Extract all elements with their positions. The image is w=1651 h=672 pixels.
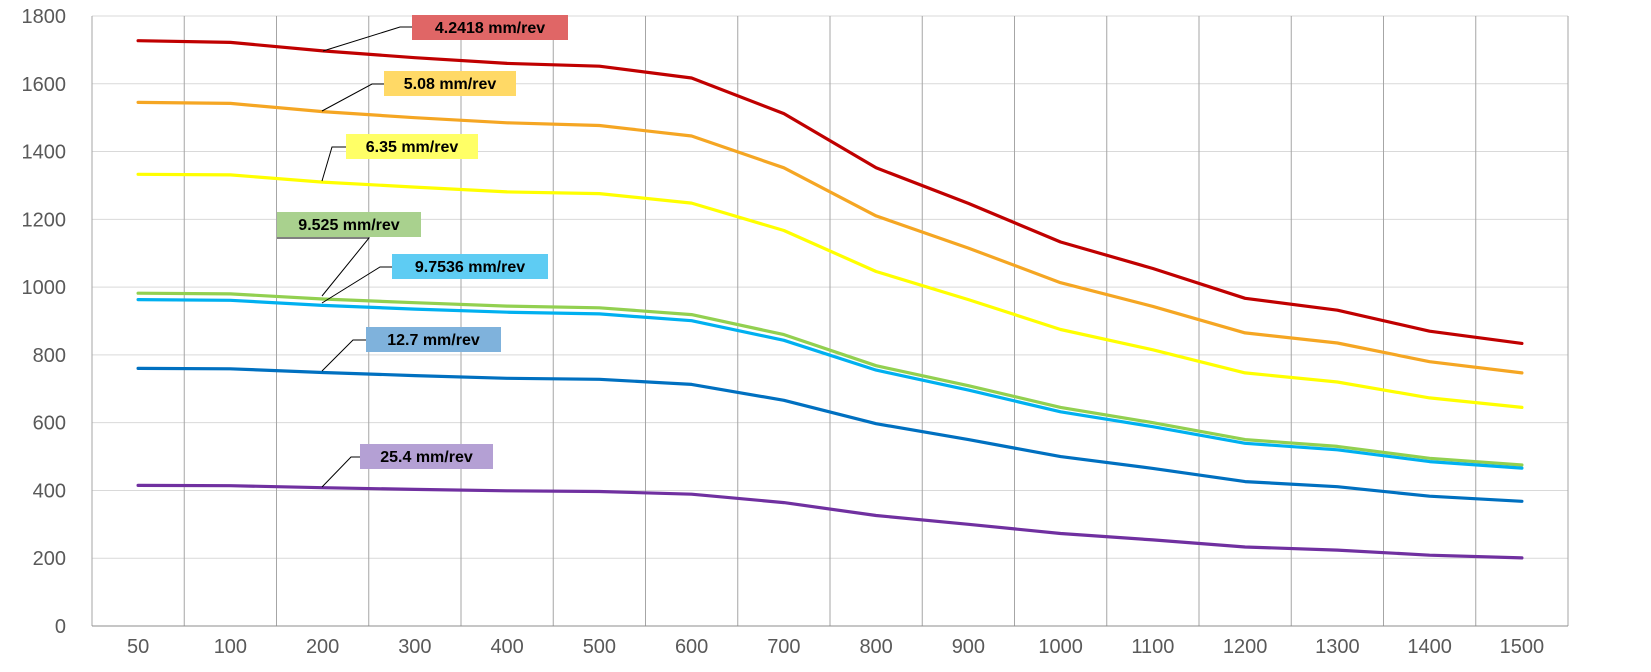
series-line-0 xyxy=(136,39,1524,345)
series-label: 12.7 mm/rev xyxy=(387,332,480,349)
series-label: 6.35 mm/rev xyxy=(366,139,459,156)
series-line-5 xyxy=(136,366,1524,503)
series-label-box xyxy=(360,444,493,469)
series-label-box xyxy=(412,15,568,40)
series-label: 4.2418 mm/rev xyxy=(435,20,545,37)
x-tick-label: 400 xyxy=(490,636,523,658)
leader-line xyxy=(321,339,366,372)
series-lines xyxy=(136,39,1524,560)
x-tick-label: 1500 xyxy=(1500,636,1545,658)
x-tick-label: 800 xyxy=(859,636,892,658)
series-line-6 xyxy=(136,483,1524,560)
x-tick-label: 900 xyxy=(952,636,985,658)
x-tick-label: 500 xyxy=(583,636,616,658)
series-line-4 xyxy=(136,298,1524,470)
x-tick-label: 1100 xyxy=(1131,636,1174,658)
x-tick-label: 1400 xyxy=(1407,636,1452,658)
series-label: 9.7536 mm/rev xyxy=(415,259,525,276)
tick-labels: 0 200 400 600 800 1000 1200 1400 1600 1800 50 100 20… xyxy=(22,6,1545,658)
x-tick-label: 700 xyxy=(767,636,800,658)
leader-line xyxy=(321,456,360,488)
x-tick-label: 100 xyxy=(214,636,247,658)
y-tick-label: 0 xyxy=(55,616,66,638)
gridlines xyxy=(91,15,1569,627)
series-label-box xyxy=(366,327,501,352)
series-labels: 4.2418 mm/rev 5.08 mm/rev 6.35 mm/rev 9.525… xyxy=(277,15,568,488)
series-label: 5.08 mm/rev xyxy=(404,76,497,93)
y-tick-label: 200 xyxy=(33,548,66,570)
leader-line xyxy=(321,266,392,304)
x-tick-label: 1300 xyxy=(1315,636,1360,658)
series-label: 25.4 mm/rev xyxy=(380,449,473,466)
leader-line xyxy=(321,146,346,182)
y-tick-label: 1400 xyxy=(22,142,67,164)
series-line-3 xyxy=(136,291,1524,467)
y-tick-label: 1800 xyxy=(22,6,67,28)
leader-line xyxy=(277,237,371,297)
leader-line xyxy=(322,26,412,52)
series-line-1 xyxy=(136,100,1524,375)
series-line-2 xyxy=(136,172,1524,409)
y-tick-label: 1000 xyxy=(22,277,67,299)
y-tick-label: 1200 xyxy=(22,209,67,231)
x-tick-label: 50 xyxy=(127,636,149,658)
series-label-box xyxy=(346,134,478,159)
leader-line xyxy=(321,83,384,112)
x-tick-label: 600 xyxy=(675,636,708,658)
series-label-box xyxy=(392,254,548,279)
series-label-box xyxy=(384,71,516,96)
x-tick-label: 1000 xyxy=(1038,636,1083,658)
y-tick-label: 400 xyxy=(33,480,66,502)
series-label: 9.525 mm/rev xyxy=(298,217,400,234)
x-tick-label: 200 xyxy=(306,636,339,658)
y-tick-label: 600 xyxy=(33,413,66,435)
x-tick-label: 300 xyxy=(398,636,431,658)
series-label-box xyxy=(277,212,421,237)
x-tick-label: 1200 xyxy=(1223,636,1268,658)
y-tick-label: 1600 xyxy=(22,74,67,96)
y-tick-label: 800 xyxy=(33,345,66,367)
